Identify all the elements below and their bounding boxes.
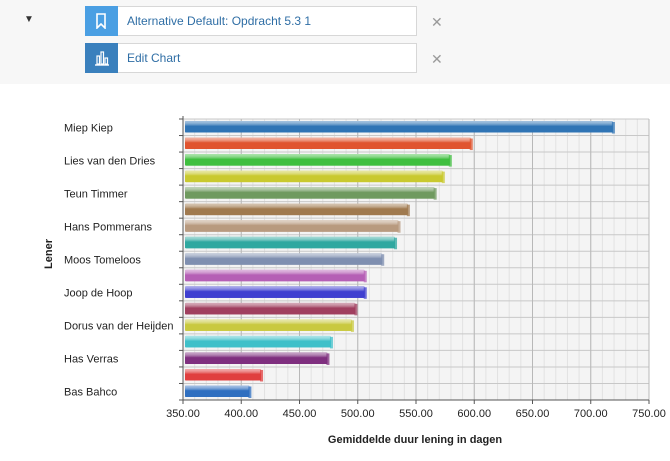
x-tick-label: 400.00: [224, 408, 258, 420]
y-tick-label: Teun Timmer: [64, 188, 128, 200]
bar-cap: [260, 369, 264, 382]
bar-cap: [469, 138, 473, 151]
bar-cap: [248, 386, 252, 398]
y-tick-label: Bas Bahco: [64, 387, 117, 399]
bar-shine: [185, 154, 450, 166]
bar-shine: [185, 352, 328, 364]
x-tick-label: 500.00: [341, 408, 375, 420]
bar-shine: [185, 203, 408, 216]
bar-chart: 350.00 400.00 450.00 500.00 550.00 600.00 650.…: [43, 116, 666, 446]
bar-shine: [185, 170, 443, 183]
bar-shine: [185, 220, 399, 232]
bar-cap: [354, 303, 358, 316]
bar-shine: [185, 335, 331, 348]
bar-shine: [185, 319, 352, 331]
bars: [185, 121, 615, 398]
edit-chart-row[interactable]: Edit Chart: [85, 43, 417, 73]
bar-chart-icon[interactable]: [85, 43, 118, 73]
x-tick-label: 450.00: [283, 408, 317, 420]
axes: 350.00 400.00 450.00 500.00 550.00 600.00 650.…: [64, 116, 666, 420]
bar-shine: [185, 385, 250, 397]
triangle-down-icon[interactable]: ▼: [24, 14, 34, 25]
bar-shine: [185, 269, 365, 282]
close-icon[interactable]: ✕: [431, 51, 443, 67]
y-tick-label: Lies van den Dries: [64, 155, 156, 167]
y-tick-label: Miep Kiep: [64, 122, 113, 134]
toolbar: ▼ Alternative Default: Opdracht 5.3 1 ✕ …: [0, 0, 670, 84]
bar-cap: [433, 188, 437, 200]
bar-shine: [185, 121, 613, 133]
x-tick-label: 600.00: [457, 408, 491, 420]
x-tick-label: 350.00: [166, 408, 200, 420]
y-tick-label: Dorus van der Heijden: [64, 321, 173, 333]
bar-shine: [185, 253, 383, 265]
bar-cap: [363, 287, 367, 299]
bar-cap: [448, 155, 452, 167]
bar-shine: [185, 302, 356, 315]
y-tick-label: Has Verras: [64, 354, 119, 366]
bar-shine: [185, 368, 262, 381]
chart-area: 350.00 400.00 450.00 500.00 550.00 600.00 650.…: [0, 84, 670, 456]
view-selector[interactable]: Alternative Default: Opdracht 5.3 1: [85, 6, 417, 36]
x-tick-label: 700.00: [574, 408, 608, 420]
bar-cap: [329, 336, 333, 349]
bar-cap: [397, 221, 401, 233]
x-tick-label: 550.00: [399, 408, 433, 420]
bar-shine: [185, 286, 365, 298]
close-icon[interactable]: ✕: [431, 14, 443, 30]
bar-cap: [394, 237, 398, 250]
bar-cap: [350, 320, 354, 332]
y-tick-label: Joop de Hoop: [64, 288, 133, 300]
y-tick-label: Hans Pommerans: [64, 221, 153, 233]
x-tick-label: 650.00: [516, 408, 550, 420]
x-tick-label: 750.00: [632, 408, 666, 420]
bar-cap: [406, 204, 410, 217]
bookmark-icon[interactable]: [85, 6, 118, 36]
bar-cap: [381, 254, 385, 266]
bar-cap: [363, 270, 367, 283]
bar-shine: [185, 187, 435, 199]
bar-cap: [611, 122, 615, 134]
view-label[interactable]: Alternative Default: Opdracht 5.3 1: [127, 14, 312, 28]
y-tick-label: Moos Tomeloos: [64, 255, 141, 267]
x-axis-label: Gemiddelde duur lening in dagen: [328, 434, 502, 446]
bar-shine: [185, 137, 471, 150]
bar-cap: [326, 353, 330, 365]
bar-shine: [185, 236, 396, 249]
edit-chart-label[interactable]: Edit Chart: [127, 51, 181, 65]
y-axis-label: Lener: [43, 238, 55, 269]
bar-cap: [441, 171, 445, 184]
